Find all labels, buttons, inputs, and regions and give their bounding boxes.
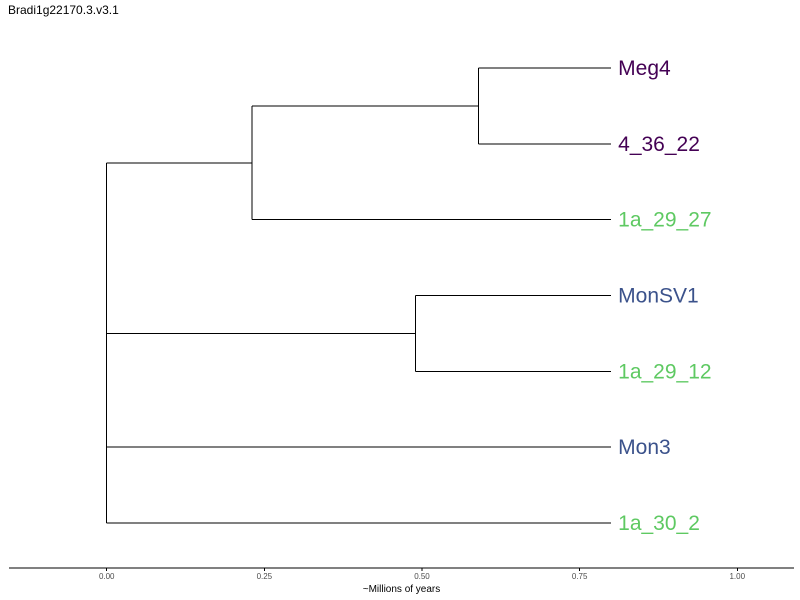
x-tick-label-4: 1.00 xyxy=(729,572,745,581)
x-axis: 0.00 0.25 0.50 0.75 1.00 ~Millions of years xyxy=(9,567,794,595)
tip-label-2: 1a_29_27 xyxy=(618,209,711,232)
tip-labels-group: Meg4 4_36_22 1a_29_27 MonSV1 1a_29_12 Mon3 1a_… xyxy=(618,57,711,535)
tip-label-1: 4_36_22 xyxy=(618,133,700,156)
tip-label-3: MonSV1 xyxy=(618,284,699,307)
x-tick-label-3: 0.75 xyxy=(572,572,588,581)
chart-title: Bradi1g22170.3.v3.1 xyxy=(8,3,119,17)
x-tick-label-2: 0.50 xyxy=(414,572,430,581)
x-tick-label-1: 0.25 xyxy=(257,572,273,581)
branches-group xyxy=(106,67,612,524)
tip-label-6: 1a_30_2 xyxy=(618,512,700,535)
tip-label-0: Meg4 xyxy=(618,57,671,80)
x-axis-ticks: 0.00 0.25 0.50 0.75 1.00 xyxy=(99,568,746,581)
tip-label-5: Mon3 xyxy=(618,436,671,459)
tip-label-4: 1a_29_12 xyxy=(618,360,711,383)
x-axis-title: ~Millions of years xyxy=(363,584,441,595)
x-tick-label-0: 0.00 xyxy=(99,572,115,581)
